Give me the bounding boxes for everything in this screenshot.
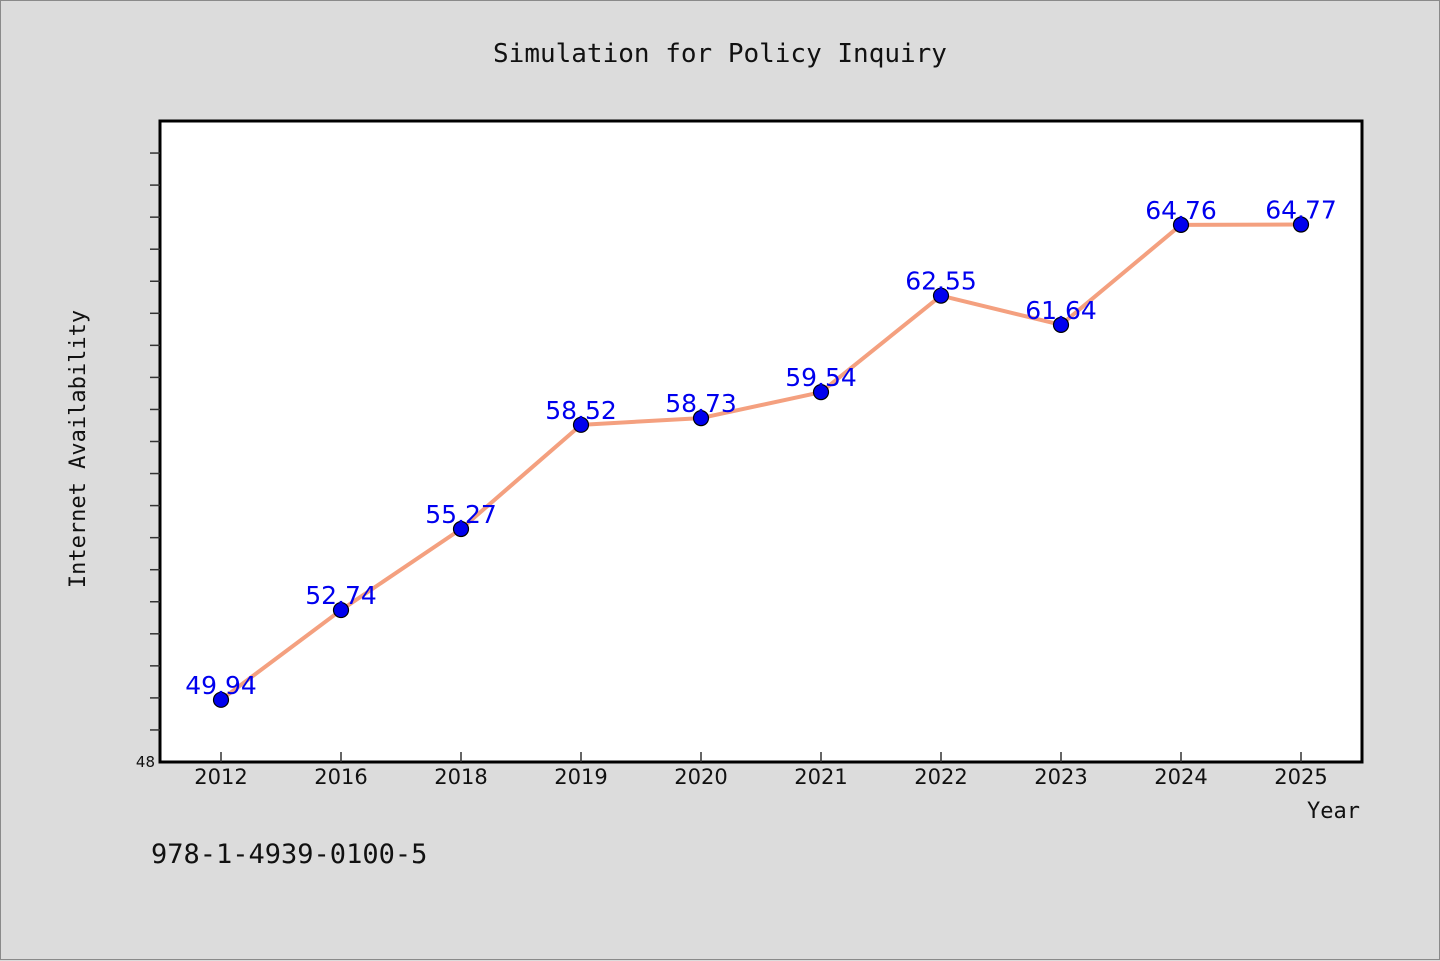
data-point xyxy=(932,287,950,304)
x-tick-label: 2022 xyxy=(914,765,967,789)
data-label: 64.77 xyxy=(1265,196,1337,225)
chart-title: Simulation for Policy Inquiry xyxy=(493,39,947,69)
data-label: 55.27 xyxy=(425,500,497,529)
y-axis-title: Internet Availability xyxy=(66,310,91,588)
x-tick-label: 2018 xyxy=(434,765,487,789)
data-label: 59.54 xyxy=(785,363,857,392)
x-tick-label: 2020 xyxy=(674,765,727,789)
data-point xyxy=(332,601,350,619)
x-tick-label: 2025 xyxy=(1274,765,1327,789)
x-tick-label: 2019 xyxy=(554,765,607,789)
data-point xyxy=(1052,316,1070,333)
x-tick-label: 2024 xyxy=(1154,765,1207,789)
data-point xyxy=(452,520,470,538)
series-line xyxy=(219,222,1303,702)
data-points xyxy=(212,216,1310,708)
plot-area xyxy=(158,119,1364,764)
x-axis: 2012 2016 2018 2019 2020 2021 2022 2023 2024 2025 xyxy=(194,752,1328,789)
x-tick-label: 2012 xyxy=(194,765,247,789)
x-tick-label: 2016 xyxy=(314,765,367,789)
y-tick-label: 48 xyxy=(136,753,155,771)
x-axis-title: Year xyxy=(1307,799,1360,824)
data-label: 58.73 xyxy=(665,389,737,418)
data-label: 49.94 xyxy=(185,671,257,700)
x-tick-label: 2021 xyxy=(794,765,847,789)
series-line-group xyxy=(219,222,1303,702)
data-label: 52.74 xyxy=(305,581,377,610)
footer-code: 978-1-4939-0100-5 xyxy=(151,839,427,870)
data-point xyxy=(1292,216,1310,233)
data-labels: 49.94 52.74 55.27 58.52 58.73 59.54 62.55 61.64… xyxy=(185,196,1337,700)
data-point xyxy=(692,410,710,427)
data-point xyxy=(812,384,830,401)
data-point xyxy=(572,416,590,433)
data-label: 61.64 xyxy=(1025,296,1097,325)
data-point xyxy=(212,691,230,708)
x-tick-label: 2023 xyxy=(1034,765,1087,789)
data-label: 64.76 xyxy=(1145,196,1217,225)
data-label: 62.55 xyxy=(905,267,977,296)
data-label: 58.52 xyxy=(545,396,617,425)
y-axis: 48 xyxy=(136,152,160,771)
data-point xyxy=(1172,216,1190,233)
